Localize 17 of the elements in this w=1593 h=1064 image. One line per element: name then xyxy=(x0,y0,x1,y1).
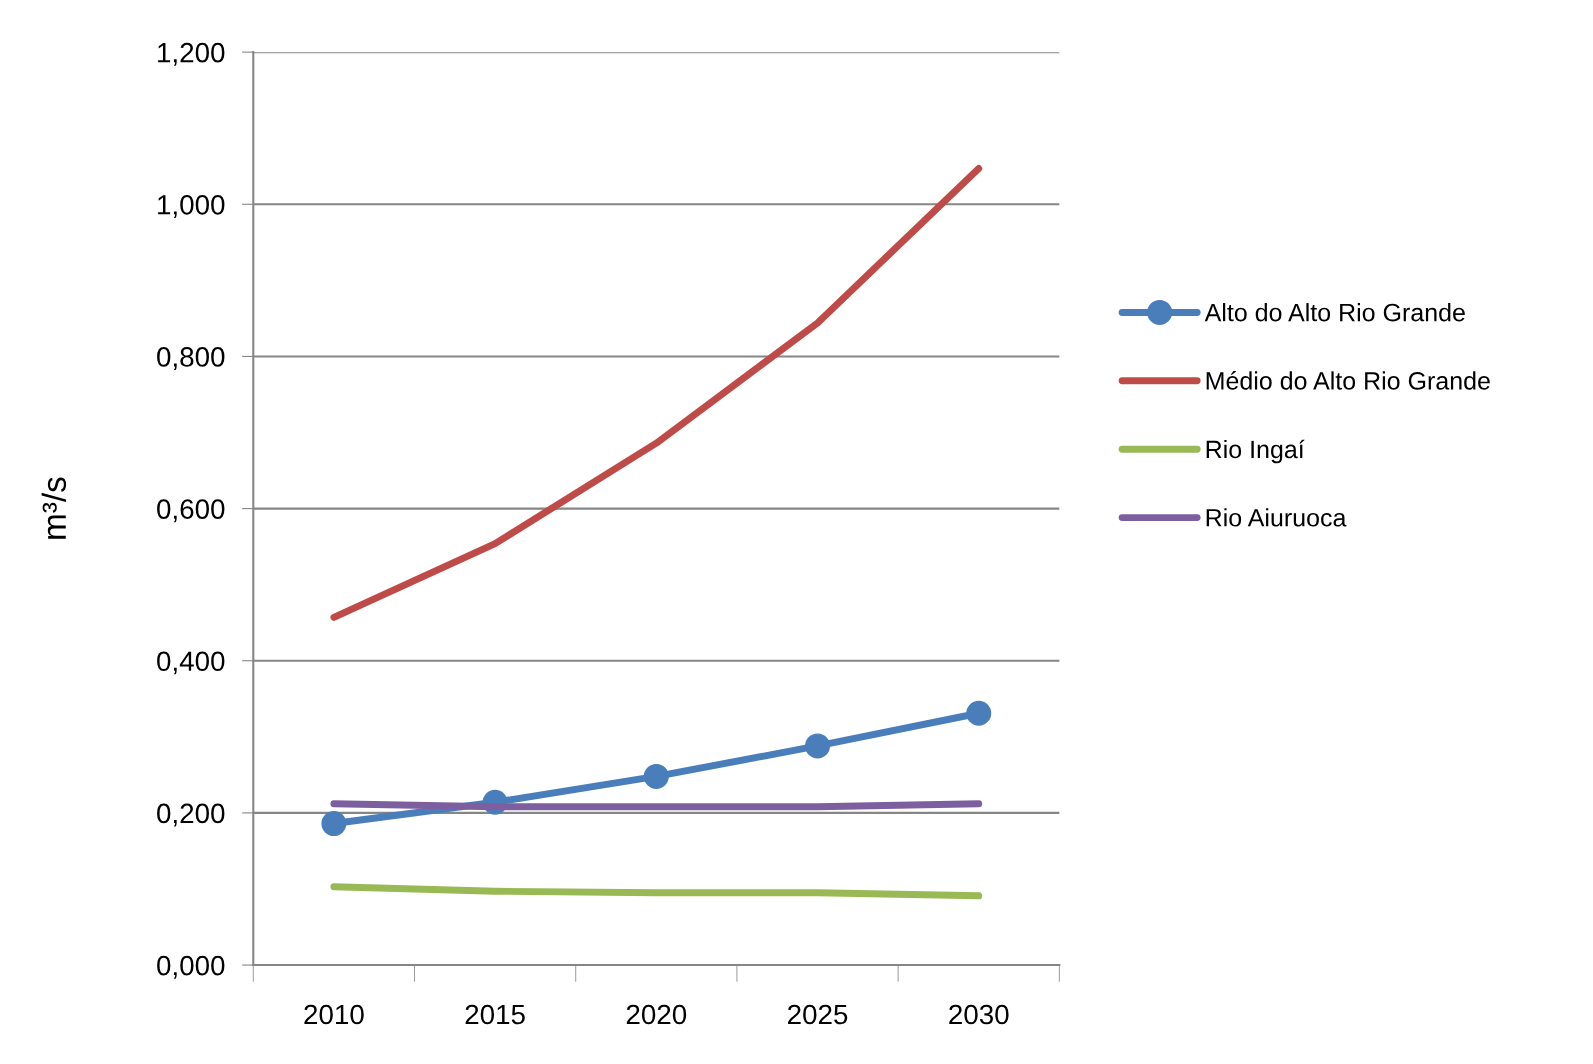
y-tick-label: 1,000 xyxy=(158,194,225,218)
y-tick-label: 0,400 xyxy=(157,651,225,675)
x-tick-label: 2020 xyxy=(626,1004,687,1025)
legend-label: Rio Aiuruoca xyxy=(1206,508,1347,527)
y-tick-label: 0,200 xyxy=(157,803,225,827)
x-tick-label: 2010 xyxy=(304,1004,364,1025)
x-tick-label: 2015 xyxy=(465,1004,525,1025)
y-axis-title: m³/s xyxy=(41,477,67,539)
y-tick-label: 1,200 xyxy=(158,42,225,66)
legend-label: Médio do Alto Rio Grande xyxy=(1206,371,1490,390)
y-tick-label: 0,800 xyxy=(157,347,225,371)
y-tick-label: 0,600 xyxy=(157,499,225,523)
x-tick-label: 2030 xyxy=(949,1004,1009,1025)
legend-label: Alto do Alto Rio Grande xyxy=(1204,303,1465,322)
x-tick-label: 2025 xyxy=(788,1004,848,1025)
legend-label: Rio Ingaí xyxy=(1206,439,1305,464)
y-tick-label: 0,000 xyxy=(157,955,225,979)
